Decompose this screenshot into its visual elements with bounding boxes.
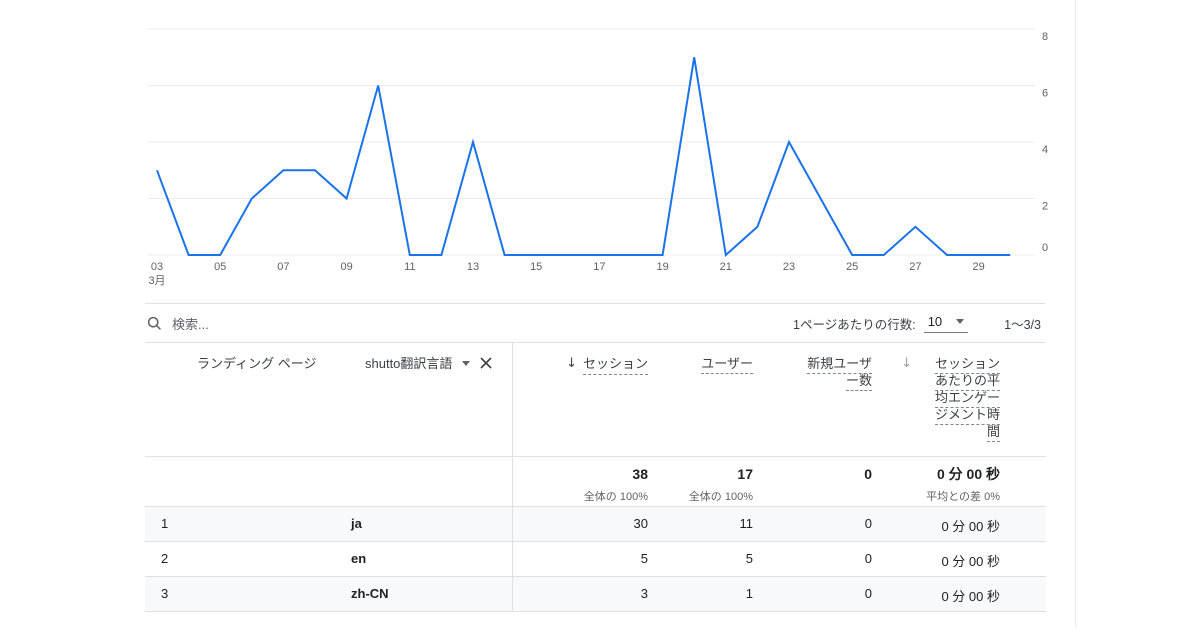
summary-users-value: 17 [737, 466, 753, 482]
summary-sessions-value: 38 [632, 466, 648, 482]
row-language: en [337, 542, 513, 576]
table-summary-row: 38 全体の 100% 17 全体の 100% 0 0 分 00 秒 平均との差… [145, 456, 1046, 506]
rows-per-page-select[interactable]: 10 [923, 313, 969, 333]
svg-text:17: 17 [593, 261, 605, 273]
row-sessions: 30 [633, 516, 648, 531]
rows-per-page-value: 10 [927, 313, 943, 329]
header-landing-page-label: ランディング ページ [197, 356, 317, 371]
table-row: 1 ja 30 11 0 0 分 00 秒 [145, 506, 1046, 541]
summary-sessions-subtext: 全体の 100% [583, 491, 648, 503]
table-toolbar: 検索... 1ページあたりの行数: 10 1～3/3 [145, 303, 1045, 343]
summary-users-subtext: 全体の 100% [688, 491, 753, 503]
rows-per-page-label: 1ページあたりの行数: [793, 317, 916, 332]
row-new-users: 0 [864, 551, 872, 566]
svg-text:13: 13 [467, 261, 479, 273]
header-users-label: ユーザー [701, 356, 753, 374]
summary-spacer [145, 457, 197, 506]
summary-spacer [197, 457, 337, 506]
summary-engagement-value: 0 分 00 秒 [936, 466, 1000, 482]
toolbar-right: 1ページあたりの行数: 10 1～3/3 [793, 314, 1045, 333]
svg-text:2: 2 [1042, 201, 1048, 213]
summary-users: 17 全体の 100% [664, 457, 769, 506]
row-landing-page [197, 577, 337, 611]
svg-text:0: 0 [1042, 242, 1048, 254]
svg-text:09: 09 [340, 261, 352, 273]
header-sessions[interactable]: ↓ セッション [513, 343, 664, 456]
svg-text:23: 23 [783, 261, 795, 273]
row-users: 5 [745, 551, 753, 566]
header-engagement[interactable]: ↓ セッションあたりの平均エンゲージメント時間 [888, 343, 1045, 456]
svg-text:19: 19 [656, 261, 668, 273]
row-landing-page [197, 542, 337, 576]
header-language: shutto翻訳言語 [337, 343, 513, 456]
svg-text:6: 6 [1042, 88, 1048, 100]
row-engagement: 0 分 00 秒 [941, 519, 1000, 534]
svg-text:8: 8 [1042, 31, 1048, 43]
header-engagement-label: セッションあたりの平均エンゲージメント時間 [934, 356, 1000, 442]
summary-spacer [337, 457, 513, 506]
svg-text:11: 11 [404, 261, 415, 273]
header-row-index [145, 343, 197, 456]
svg-text:03: 03 [151, 261, 163, 273]
table-header: ランディング ページ shutto翻訳言語 ↓ セッション ユーザー 新規ユーザ… [145, 343, 1046, 456]
summary-sessions: 38 全体の 100% [513, 457, 664, 506]
remove-dimension-close-icon[interactable] [480, 357, 492, 369]
sort-hover-icon: ↓ [901, 356, 912, 371]
row-sessions: 5 [640, 551, 648, 566]
sort-descending-icon: ↓ [566, 356, 577, 371]
header-language-label: shutto翻訳言語 [365, 356, 453, 371]
header-users[interactable]: ユーザー [664, 343, 769, 456]
search-icon [147, 316, 161, 330]
row-engagement: 0 分 00 秒 [941, 554, 1000, 569]
sessions-line-chart: 0 2 4 6 8 03 05 07 09 11 13 15 17 19 21 23 25 27 29 3月 [0, 0, 1200, 300]
summary-engagement: 0 分 00 秒 平均との差 0% [888, 457, 1045, 506]
card-right-border [1075, 0, 1076, 627]
svg-text:05: 05 [214, 261, 226, 273]
row-index: 2 [161, 551, 169, 566]
row-index: 3 [161, 586, 169, 601]
caret-down-icon [956, 318, 965, 324]
table-row: 2 en 5 5 0 0 分 00 秒 [145, 541, 1046, 576]
svg-text:29: 29 [972, 261, 984, 273]
header-new-users[interactable]: 新規ユーザー数 [769, 343, 888, 456]
row-engagement: 0 分 00 秒 [941, 589, 1000, 604]
row-new-users: 0 [864, 516, 872, 531]
summary-new-users-value: 0 [864, 466, 872, 482]
summary-new-users: 0 [769, 457, 888, 506]
svg-text:27: 27 [909, 261, 921, 273]
svg-text:15: 15 [530, 261, 542, 273]
row-landing-page [197, 507, 337, 541]
row-users: 11 [739, 516, 754, 531]
svg-text:07: 07 [277, 261, 289, 273]
header-landing-page: ランディング ページ [197, 343, 337, 456]
row-users: 1 [745, 586, 753, 601]
row-index: 1 [161, 516, 169, 531]
search-placeholder: 検索... [172, 316, 209, 332]
pagination-status: 1～3/3 [1004, 317, 1041, 332]
table-row: 3 zh-CN 3 1 0 0 分 00 秒 [145, 576, 1046, 611]
language-dropdown-caret-icon[interactable] [462, 361, 471, 366]
line-chart-canvas: 0 2 4 6 8 03 05 07 09 11 13 15 17 19 21 23 25 27 29 3月 [148, 28, 1048, 287]
header-new-users-label: 新規ユーザー数 [807, 356, 872, 391]
svg-text:21: 21 [720, 261, 732, 273]
header-sessions-label: セッション [582, 355, 648, 375]
row-new-users: 0 [864, 586, 872, 601]
svg-text:3月: 3月 [148, 275, 165, 287]
table-body: 1 ja 30 11 0 0 分 00 秒 2 en 5 5 0 0 分 00 … [145, 506, 1046, 612]
row-language: ja [337, 507, 513, 541]
search-input[interactable]: 検索... [145, 314, 793, 333]
row-sessions: 3 [640, 586, 648, 601]
svg-text:4: 4 [1042, 144, 1048, 156]
summary-engagement-subtext: 平均との差 0% [926, 491, 1000, 503]
row-language: zh-CN [337, 577, 513, 611]
svg-text:25: 25 [846, 261, 858, 273]
